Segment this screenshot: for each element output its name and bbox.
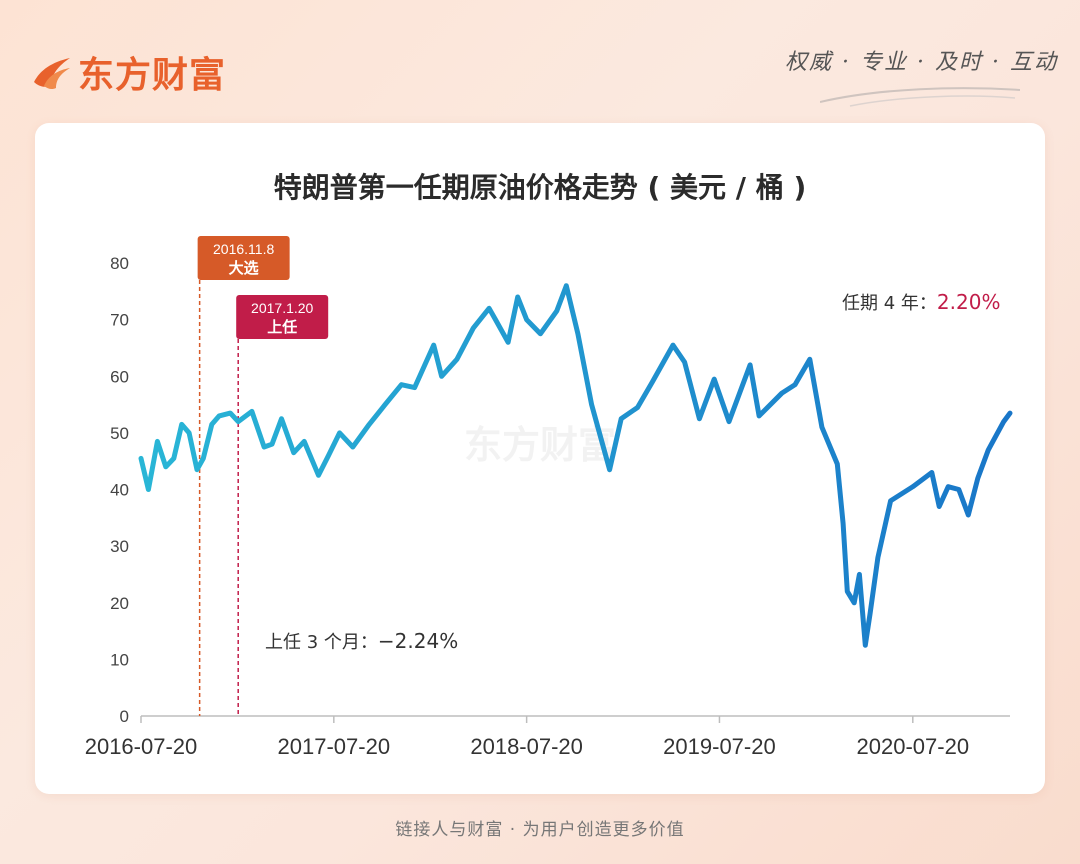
event-tag-date: 2017.1.20 xyxy=(251,300,313,316)
oil-price-chart: 特朗普第一任期原油价格走势 ( 美元 / 桶 ) 东方财富 0 10 20 30 40 50 6… xyxy=(85,171,1013,759)
brand-name: 东方财富 xyxy=(78,55,227,96)
x-tick-label: 2019-07-20 xyxy=(663,734,776,759)
watermark: 东方财富 xyxy=(464,423,616,467)
y-tick-label: 50 xyxy=(110,424,129,443)
footer-tagline: 链接人与财富 · 为用户创造更多价值 xyxy=(395,820,685,840)
y-tick-label: 80 xyxy=(110,254,129,273)
event-tag-1: 2017.1.20 上任 xyxy=(236,295,329,339)
chart-title: 特朗普第一任期原油价格走势 ( 美元 / 桶 ) xyxy=(274,171,807,204)
annotation-value: 2.20% xyxy=(937,290,1001,314)
annotation-four-years: 任期 4 年：2.20% xyxy=(842,290,1000,314)
event-tag-date: 2016.11.8 xyxy=(213,241,274,257)
event-tag-label: 大选 xyxy=(229,259,259,277)
swoosh-decoration-icon xyxy=(820,87,1020,107)
annotation-three-months: 上任 3 个月：−2.24% xyxy=(265,629,458,653)
x-tick-label: 2017-07-20 xyxy=(278,734,391,759)
x-tick-label: 2016-07-20 xyxy=(85,734,198,759)
y-tick-label: 10 xyxy=(110,650,129,669)
y-tick-label: 30 xyxy=(110,537,129,556)
event-tag-0: 2016.11.8 大选 xyxy=(197,236,290,280)
y-tick-label: 40 xyxy=(110,481,129,500)
header: 东方财富 权威 · 专业 · 及时 · 互动 xyxy=(0,0,1080,120)
annotation-value: −2.24% xyxy=(378,629,458,653)
flame-logo-icon xyxy=(34,58,70,90)
x-tick-label: 2020-07-20 xyxy=(857,734,970,759)
y-tick-label: 0 xyxy=(120,707,129,726)
price-line xyxy=(138,283,1013,648)
annotation-prefix: 上任 3 个月： xyxy=(265,632,378,653)
y-tick-label: 20 xyxy=(110,594,129,613)
x-tick-label: 2018-07-20 xyxy=(470,734,583,759)
y-tick-label: 70 xyxy=(110,311,129,330)
event-tag-bg xyxy=(236,295,329,339)
annotation-prefix: 任期 4 年： xyxy=(842,293,937,314)
brand-logo: 东方财富 xyxy=(30,46,226,98)
brand-slogan: 权威 · 专业 · 及时 · 互动 xyxy=(785,50,1058,75)
event-tag-label: 上任 xyxy=(267,318,297,336)
event-tag-bg xyxy=(197,236,290,280)
y-tick-label: 60 xyxy=(110,367,129,386)
chart-card: 特朗普第一任期原油价格走势 ( 美元 / 桶 ) 东方财富 0 10 20 30 40 50 6… xyxy=(35,123,1045,794)
